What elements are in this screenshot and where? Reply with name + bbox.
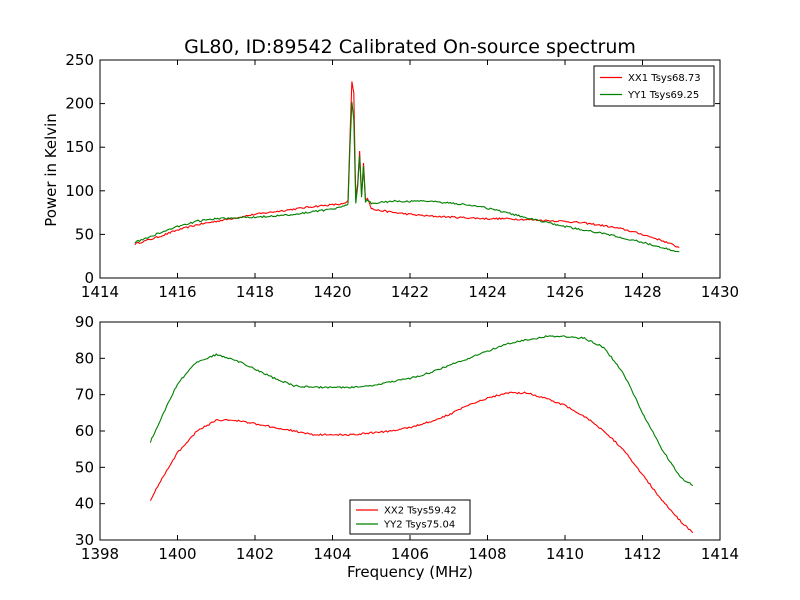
x-tick-label: 1428 — [623, 283, 661, 301]
x-tick-label: 1418 — [236, 283, 274, 301]
series-line-xx1 — [134, 81, 680, 248]
legend-box — [349, 499, 471, 535]
x-tick-label: 1404 — [313, 545, 351, 563]
y-tick-label: 0 — [84, 269, 94, 287]
series-line-xx2 — [149, 391, 694, 534]
series-line-yy1 — [134, 101, 680, 253]
x-tick-label: 1426 — [546, 283, 584, 301]
x-tick-label: 1398 — [81, 545, 119, 563]
x-tick-label: 1416 — [158, 283, 196, 301]
y-tick-label: 150 — [65, 138, 94, 156]
series-line-yy2 — [149, 335, 694, 487]
legend: XX2 Tsys59.42 YY2 Tsys75.04 — [349, 499, 471, 535]
x-axis-label: Frequency (MHz) — [347, 563, 473, 581]
x-tick-label: 1430 — [701, 283, 739, 301]
legend-entry: YY1 Tsys69.25 — [627, 90, 699, 101]
x-tick-label: 1408 — [468, 545, 506, 563]
x-tick-label: 1400 — [158, 545, 196, 563]
x-tick-label: 1414 — [701, 545, 739, 563]
y-tick-label: 50 — [75, 225, 94, 243]
legend-box — [593, 65, 715, 107]
x-tick-label: 1424 — [468, 283, 506, 301]
y-tick-label: 50 — [75, 458, 94, 476]
x-tick-label: 1406 — [391, 545, 429, 563]
legend: XX1 Tsys68.73 YY1 Tsys69.25 — [593, 65, 715, 107]
y-tick-label: 100 — [65, 182, 94, 200]
x-tick-label: 1414 — [81, 283, 119, 301]
legend-entry: YY2 Tsys75.04 — [383, 520, 455, 531]
y-tick-label: 80 — [75, 349, 94, 367]
y-tick-label: 70 — [75, 386, 94, 404]
x-tick-label: 1422 — [391, 283, 429, 301]
x-tick-label: 1402 — [236, 545, 274, 563]
y-tick-label: 60 — [75, 422, 94, 440]
y-tick-label: 30 — [75, 531, 94, 549]
x-tick-label: 1410 — [546, 545, 584, 563]
x-tick-label: 1412 — [623, 545, 661, 563]
y-tick-label: 250 — [65, 51, 94, 69]
y-tick-label: 90 — [75, 313, 94, 331]
y-axis-label: Power in Kelvin — [42, 113, 60, 227]
x-tick-label: 1420 — [313, 283, 351, 301]
legend-entry: XX2 Tsys59.42 — [384, 506, 457, 517]
y-tick-label: 40 — [75, 495, 94, 513]
legend-entry: XX1 Tsys68.73 — [628, 73, 701, 84]
top-spectrum-panel: 1414 1416 1418 1420 1422 1424 1426 1428 1430 0 50 1… — [65, 51, 739, 301]
y-tick-label: 200 — [65, 95, 94, 113]
chart-title: GL80, ID:89542 Calibrated On-source spec… — [184, 36, 636, 58]
bottom-spectrum-panel: 1398 1400 1402 1404 1406 1408 1410 1412 1414 30 40… — [75, 313, 739, 563]
